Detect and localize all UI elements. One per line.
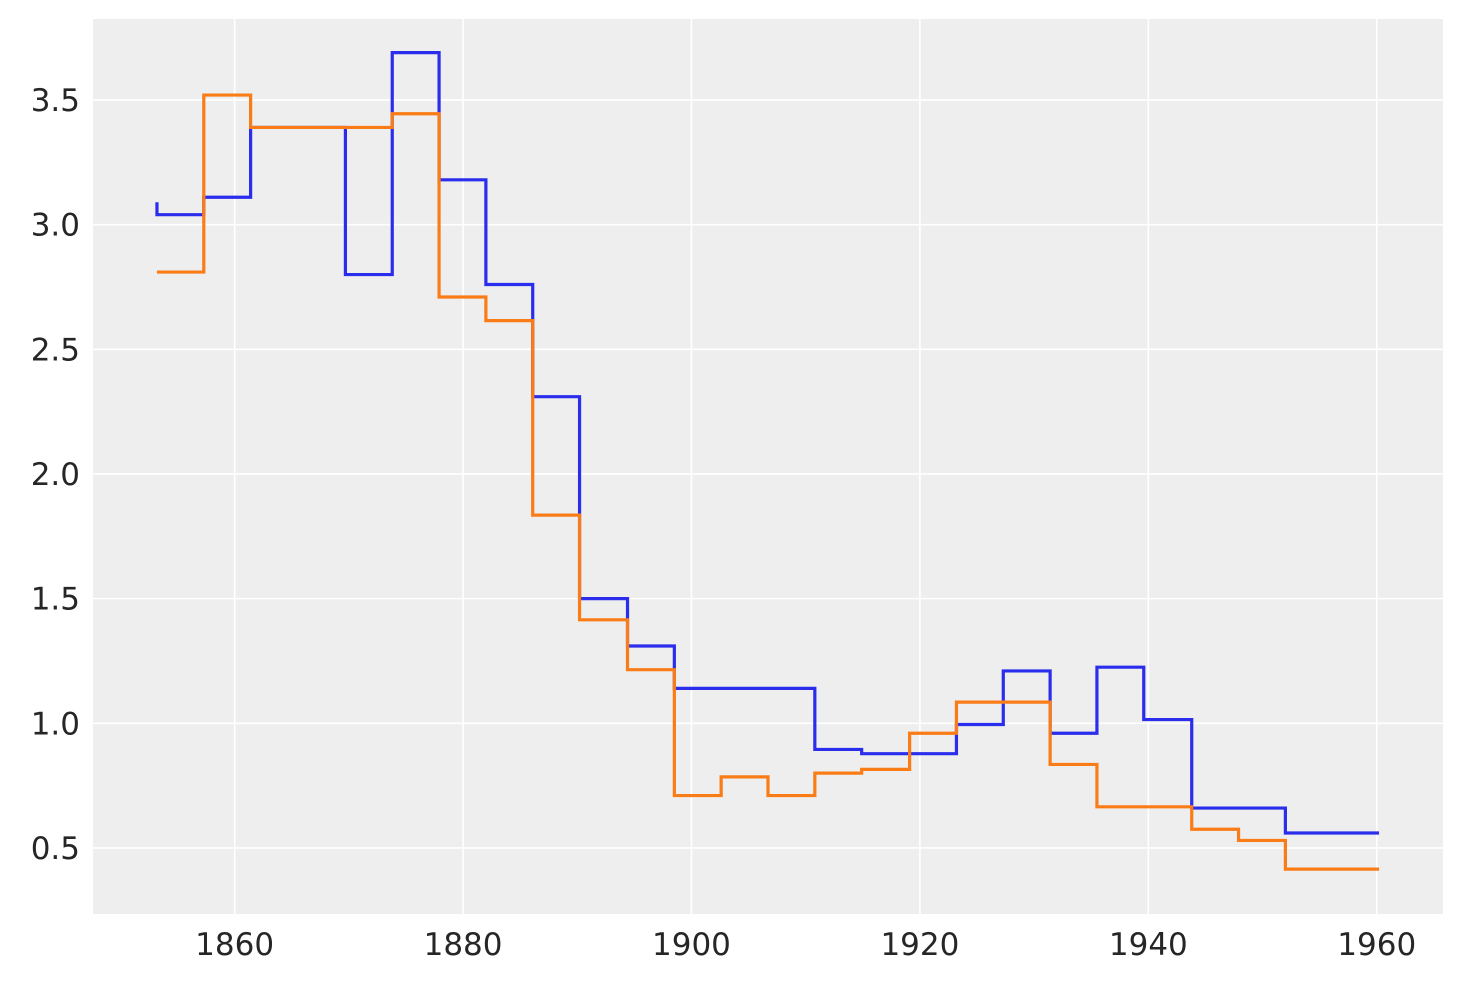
y-tick-label: 3.5 — [31, 83, 80, 119]
y-axis-ticks: 0.5 1.0 1.5 2.0 2.5 3.0 3.5 — [31, 83, 80, 867]
grid — [93, 19, 1443, 914]
series-line-1 — [156, 93, 1380, 871]
x-tick-label: 1860 — [195, 927, 274, 963]
x-tick-label: 1880 — [424, 927, 503, 963]
x-tick-label: 1920 — [880, 927, 959, 963]
y-tick-label: 1.0 — [31, 706, 80, 742]
y-tick-label: 0.5 — [31, 831, 80, 867]
x-axis-ticks: 1860 1880 1900 1920 1940 1960 — [195, 927, 1416, 963]
series-line-0 — [155, 51, 1380, 835]
x-tick-label: 1900 — [652, 927, 731, 963]
series-group — [155, 51, 1380, 871]
y-tick-label: 2.0 — [31, 457, 80, 493]
y-tick-label: 2.5 — [31, 332, 80, 368]
x-tick-label: 1940 — [1109, 927, 1188, 963]
plot-background — [93, 19, 1443, 914]
y-tick-label: 3.0 — [31, 208, 80, 244]
x-tick-label: 1960 — [1337, 927, 1416, 963]
y-tick-label: 1.5 — [31, 582, 80, 618]
